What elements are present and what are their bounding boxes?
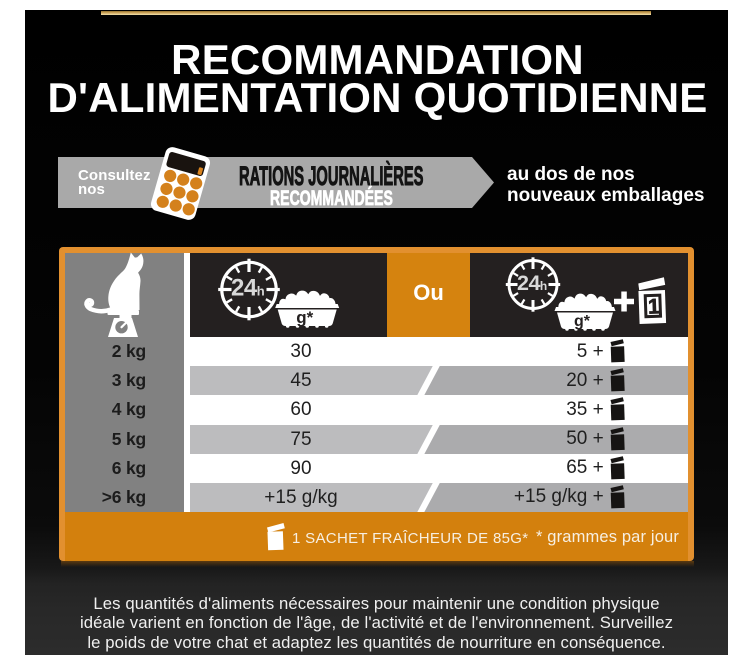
- svg-text:24h: 24h: [231, 275, 265, 302]
- svg-text:g*: g*: [574, 313, 591, 330]
- svg-text:g*: g*: [296, 308, 313, 327]
- svg-text:24h: 24h: [517, 271, 547, 295]
- svg-text:1: 1: [648, 295, 661, 318]
